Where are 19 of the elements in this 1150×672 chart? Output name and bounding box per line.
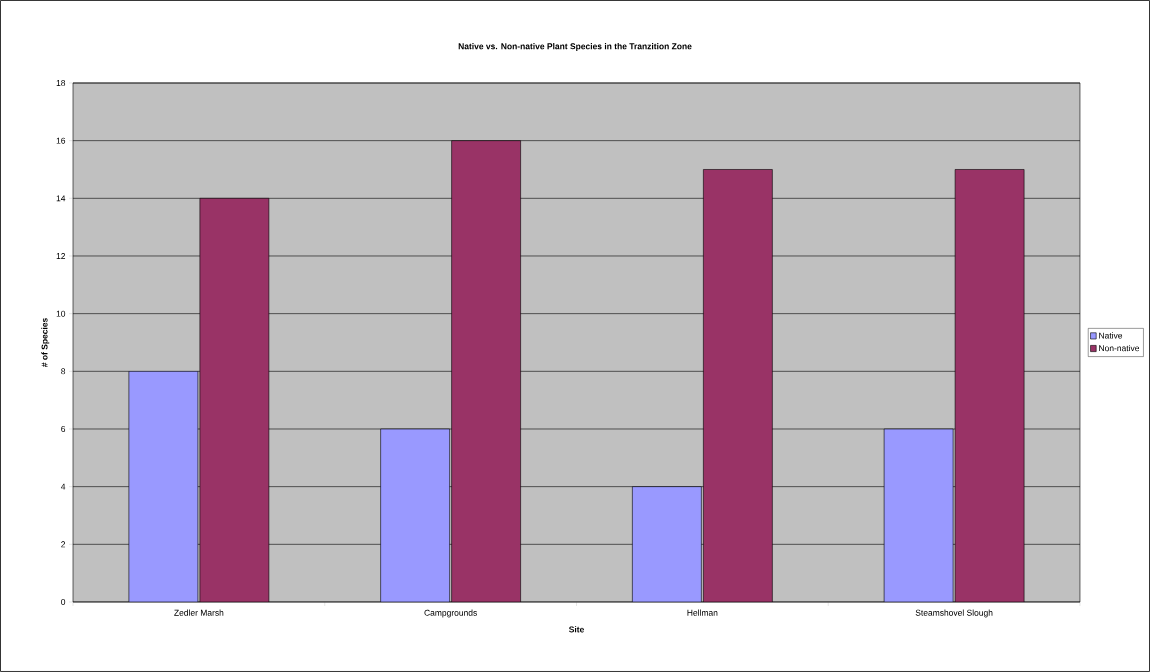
y-axis-title: # of Species [41,318,50,368]
x-tick-label: Hellman [687,609,718,616]
y-tick-label: 14 [56,195,66,202]
legend-label: Non-native [1099,344,1140,352]
x-tick-label: Zedler Marsh [174,609,224,616]
y-tick-label: 10 [56,310,66,317]
legend-label: Native [1099,332,1123,339]
y-tick-label: 12 [56,253,66,259]
y-tick-label: 2 [61,541,66,548]
x-tick-label: Steamshovel Slough [915,609,993,618]
y-tick-label: 0 [61,598,66,605]
y-tick-label: 16 [56,137,66,144]
y-tick-label: 4 [60,483,66,490]
x-axis-title: Site [568,626,584,633]
y-tick-label: 18 [56,79,66,86]
y-tick-label: 6 [61,425,66,432]
chart-title: Native vs. Non-native Plant Species in the Tranzition Zone [458,43,692,51]
y-tick-label: 8 [61,368,66,375]
x-tick-label: Campgrounds [424,609,477,618]
